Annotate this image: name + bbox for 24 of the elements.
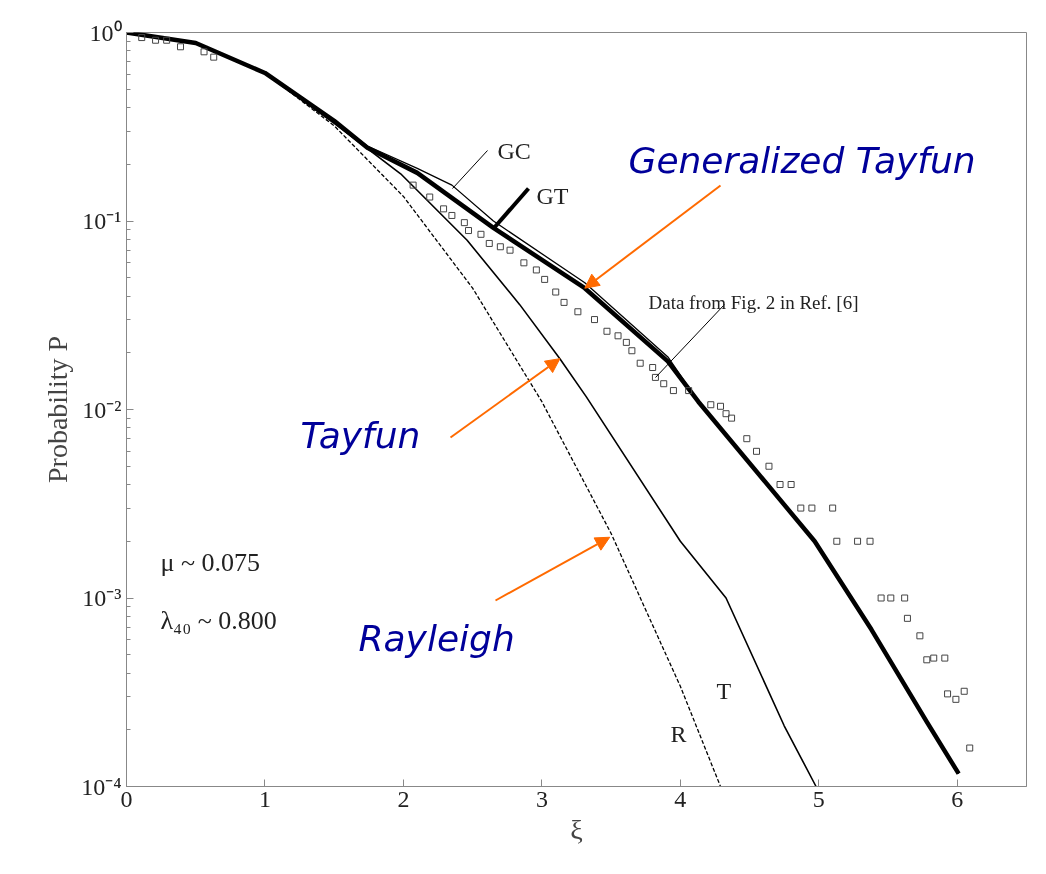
y-tick-label: 10⁻¹ <box>82 208 122 234</box>
series-label: R <box>670 720 687 747</box>
y-tick-label: 10⁰ <box>89 19 122 46</box>
series-label: GC <box>497 137 531 164</box>
y-axis-title: Probability P <box>42 335 74 484</box>
x-tick-label: 4 <box>674 785 687 812</box>
annotation: Tayfun <box>300 415 421 456</box>
x-tick-label: 1 <box>258 785 271 812</box>
x-tick-label: 0 <box>120 785 133 812</box>
x-tick-label: 6 <box>951 785 964 812</box>
legend-label: GT <box>536 182 569 209</box>
x-tick-label: 3 <box>535 785 548 812</box>
annotation: Generalized Tayfun <box>628 140 976 181</box>
x-axis-title: ξ <box>570 813 583 845</box>
y-tick-label: 10⁻² <box>82 396 122 423</box>
annotation: Rayleigh <box>358 618 515 659</box>
x-tick-label: 2 <box>397 785 410 812</box>
y-tick-label: 10⁻⁴ <box>81 773 122 800</box>
series-label: Data from Fig. 2 in Ref. [6] <box>648 292 859 313</box>
y-tick-label: 10⁻³ <box>82 585 122 611</box>
annotation: λ₄₀ ~ 0.800 <box>160 606 277 635</box>
series-label: T <box>716 677 732 704</box>
x-tick-label: 5 <box>812 785 825 812</box>
annotation: μ ~ 0.075 <box>160 548 261 577</box>
